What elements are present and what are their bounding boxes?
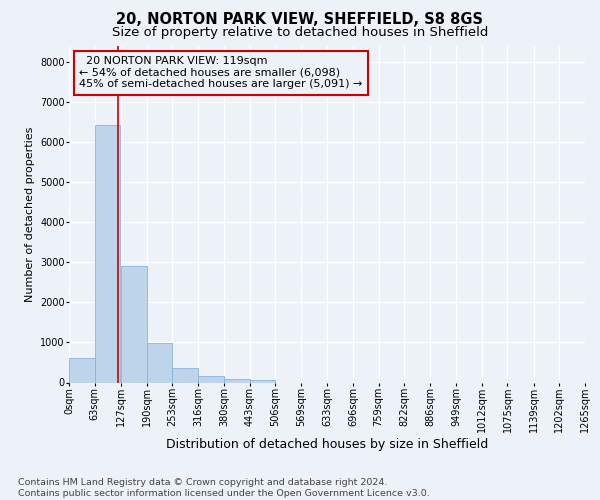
Text: Contains HM Land Registry data © Crown copyright and database right 2024.
Contai: Contains HM Land Registry data © Crown c… <box>18 478 430 498</box>
Bar <box>172 368 198 382</box>
Bar <box>95 125 121 382</box>
Bar <box>146 343 172 382</box>
Bar <box>69 358 95 382</box>
Bar <box>121 266 146 382</box>
Y-axis label: Number of detached properties: Number of detached properties <box>25 126 35 302</box>
Text: 20 NORTON PARK VIEW: 119sqm  
← 54% of detached houses are smaller (6,098)
45% o: 20 NORTON PARK VIEW: 119sqm ← 54% of det… <box>79 56 362 90</box>
Bar <box>224 379 250 382</box>
Text: Size of property relative to detached houses in Sheffield: Size of property relative to detached ho… <box>112 26 488 39</box>
X-axis label: Distribution of detached houses by size in Sheffield: Distribution of detached houses by size … <box>166 438 488 450</box>
Text: 20, NORTON PARK VIEW, SHEFFIELD, S8 8GS: 20, NORTON PARK VIEW, SHEFFIELD, S8 8GS <box>116 12 484 28</box>
Bar <box>198 376 224 382</box>
Bar <box>250 380 275 382</box>
